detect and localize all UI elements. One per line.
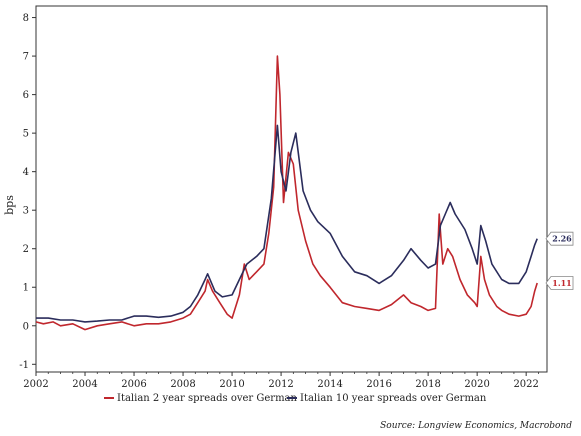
legend-label-10y: Italian 10 year spreads over German — [300, 393, 487, 404]
y-tick-label: 3 — [23, 206, 29, 217]
y-tick-label: 8 — [23, 13, 29, 24]
source-note: Source: Longview Economics, Macrobond — [380, 421, 572, 431]
x-tick-label: 2022 — [513, 379, 538, 390]
x-tick-label: 2018 — [415, 379, 440, 390]
end-label-box — [545, 276, 574, 290]
series-layer — [35, 55, 538, 331]
y-tick-label: 6 — [23, 90, 29, 101]
x-tick-label: 2016 — [366, 379, 391, 390]
plot-frame — [35, 5, 548, 373]
y-tick-label: 7 — [23, 52, 29, 63]
x-tick-label: 2014 — [317, 379, 342, 390]
series-line-10y — [36, 124, 538, 323]
y-axis-title: bps — [3, 195, 16, 215]
x-tick-label: 2010 — [219, 379, 244, 390]
legend-label-2y: Italian 2 year spreads over German — [117, 393, 298, 404]
end-label-2y: 1.11 — [552, 278, 571, 288]
end-labels-layer: 1.11 2.26 — [545, 231, 574, 290]
x-tick-label: 2006 — [121, 379, 146, 390]
x-tick-label: 2020 — [464, 379, 489, 390]
series-line-2y — [35, 55, 538, 331]
y-tick-label: -1 — [19, 360, 29, 371]
legend: Italian 2 year spreads over German Italia… — [104, 393, 487, 404]
x-tick-label: 2004 — [72, 379, 97, 390]
end-label-box — [545, 231, 574, 246]
x-tick-label: 2008 — [170, 379, 195, 390]
y-tick-label: 1 — [23, 283, 29, 294]
x-tick-label: 2002 — [23, 379, 48, 390]
y-tick-label: 0 — [23, 321, 29, 332]
end-label-10y: 2.26 — [552, 234, 572, 244]
axes-layer: -1 0 1 2 3 4 5 6 7 8 2002 2004 2006 2008 2010 2012 2014 2… — [19, 5, 548, 390]
y-tick-label: 4 — [23, 167, 29, 178]
y-tick-label: 2 — [23, 244, 29, 255]
x-tick-label: 2012 — [268, 379, 293, 390]
y-tick-label: 5 — [23, 129, 29, 140]
